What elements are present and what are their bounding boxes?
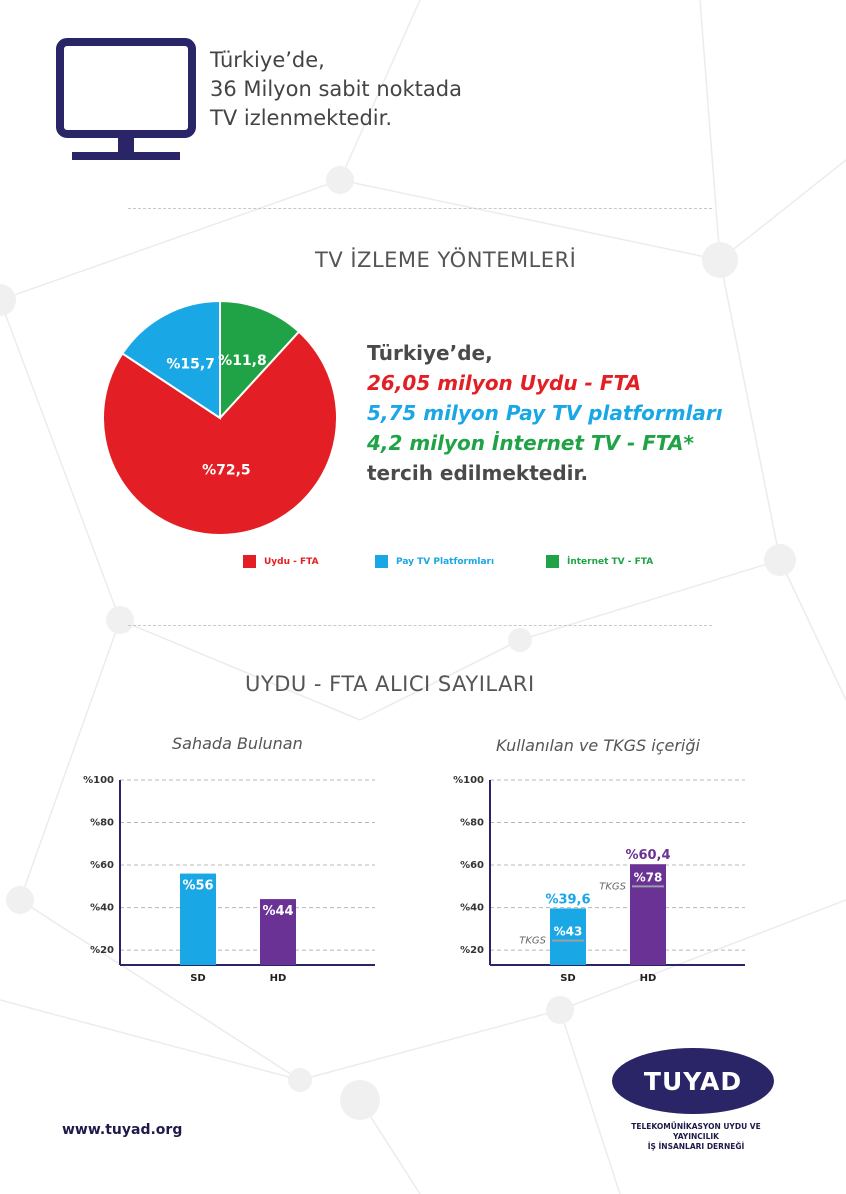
legend-item-internet: İnternet TV - FTA [546, 555, 653, 568]
website-link[interactable]: www.tuyad.org [62, 1122, 183, 1138]
legend-item-uydu: Uydu - FTA [243, 555, 319, 568]
y-tick-label: %60 [460, 860, 484, 871]
pie-slice-uydu [102, 330, 338, 536]
legend-item-paytv: Pay TV Platformları [375, 555, 494, 568]
section-title-uydu-fta: UYDU - FTA ALICI SAYILARI [245, 672, 535, 696]
summary-intro: Türkiye’de, [367, 341, 493, 365]
bar-value-label: %60,4 [625, 848, 670, 863]
bar-value-label: %39,6 [545, 892, 590, 907]
bar-sd [180, 873, 216, 965]
logo-oval: TUYAD [612, 1048, 774, 1114]
pie-labels: %11,8 %72,5 %15,7 [166, 353, 266, 478]
bar-chart-kullanilan: %100 %80 %60 %40 %20 %39,6 SD %43 TKGS %60,4 HD %78… [453, 775, 745, 984]
legend-swatch-red [243, 555, 256, 568]
x-category-label: SD [190, 973, 206, 984]
bar-hd [260, 899, 296, 965]
summary-paytv: 5,75 milyon Pay TV platformları [367, 401, 723, 425]
intro-line-3: TV izlenmektedir. [210, 106, 393, 130]
y-tick-label: %40 [90, 903, 114, 914]
legend-swatch-blue [375, 555, 388, 568]
summary-outro: tercih edilmektedir. [367, 461, 589, 485]
section-title-tv-izleme: TV İZLEME YÖNTEMLERİ [315, 248, 577, 272]
legend-label-paytv: Pay TV Platformları [396, 556, 495, 567]
left-chart-subtitle: Sahada Bulunan [172, 734, 303, 753]
pie-label-internet: %11,8 [218, 353, 267, 369]
tkgs-label: TKGS [599, 881, 626, 892]
bar-value-label: %44 [262, 904, 293, 919]
summary-internet: 4,2 milyon İnternet TV - FTA* [367, 431, 694, 455]
pie-summary: Türkiye’de, 26,05 milyon Uydu - FTA 5,75… [367, 338, 723, 488]
pie-slice-internet [219, 299, 301, 421]
y-tick-label: %60 [90, 860, 114, 871]
bar-chart-sahada: %100 %80 %60 %40 %20 %56 SD %44 HD [83, 775, 375, 984]
y-tick-label: %100 [83, 775, 114, 786]
tv-monitor-icon [56, 38, 196, 160]
bar-sd [550, 908, 586, 965]
tkgs-label: TKGS [519, 936, 546, 947]
tuyad-logo: TUYAD TELEKOMÜNİKASYON UYDU VE YAYINCILI… [612, 1048, 780, 1152]
y-tick-label: %20 [460, 945, 484, 956]
x-category-label: HD [270, 973, 287, 984]
org-name-line-2: İŞ İNSANLARI DERNEĞİ [647, 1142, 745, 1151]
y-tick-label: %80 [90, 818, 114, 829]
intro-text: Türkiye’de, 36 Milyon sabit noktada TV i… [210, 46, 462, 133]
pie-label-uydu: %72,5 [202, 463, 251, 479]
bar-value-label: %56 [182, 879, 213, 894]
y-tick-label: %100 [453, 775, 484, 786]
y-tick-label: %20 [90, 945, 114, 956]
tkgs-value-label: %78 [634, 870, 663, 884]
legend-label-uydu: Uydu - FTA [264, 556, 319, 567]
bar-hd [630, 864, 666, 965]
x-category-label: SD [560, 973, 576, 984]
pie-chart: %11,8 %72,5 %15,7 [102, 299, 338, 536]
x-category-label: HD [640, 973, 657, 984]
legend-swatch-green [546, 555, 559, 568]
tkgs-value-label: %43 [554, 925, 583, 939]
section-divider [128, 208, 712, 209]
pie-slice-paytv [121, 299, 221, 420]
pie-label-paytv: %15,7 [166, 356, 215, 372]
intro-line-2: 36 Milyon sabit noktada [210, 77, 462, 101]
right-chart-subtitle: Kullanılan ve TKGS içeriği [496, 736, 700, 755]
y-tick-label: %80 [460, 818, 484, 829]
org-name-line-1: TELEKOMÜNİKASYON UYDU VE YAYINCILIK [631, 1122, 761, 1141]
summary-uydu: 26,05 milyon Uydu - FTA [367, 371, 642, 395]
pie-slices [102, 299, 338, 536]
intro-line-1: Türkiye’de, [210, 48, 325, 72]
y-tick-label: %40 [460, 903, 484, 914]
logo-org-name: TELEKOMÜNİKASYON UYDU VE YAYINCILIK İŞ İ… [612, 1122, 780, 1152]
legend-label-internet: İnternet TV - FTA [567, 556, 654, 567]
section-divider [128, 625, 712, 626]
